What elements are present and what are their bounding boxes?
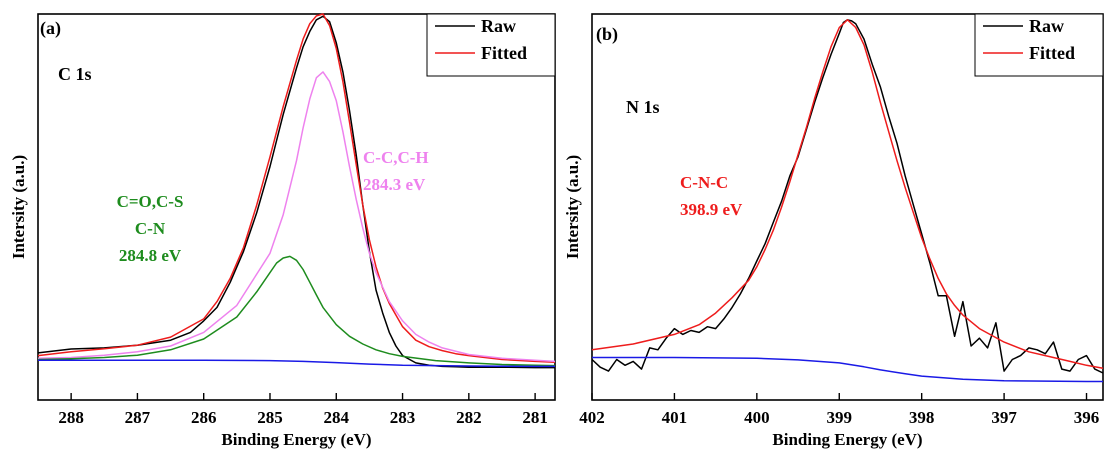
x-tick-label: 287 [125, 408, 151, 427]
peak-annotation: 284.3 eV [363, 175, 426, 194]
x-tick-label: 284 [324, 408, 350, 427]
y-axis-label: Intersity (a.u.) [9, 155, 28, 259]
panel-label: (a) [40, 18, 61, 39]
peak-annotation: C-N-C [680, 173, 728, 192]
x-tick-label: 397 [991, 408, 1017, 427]
x-tick-label: 400 [744, 408, 770, 427]
panel-b: 402 401 400 399 398 397 396 Binding Energy (eV)… [563, 13, 1104, 449]
legend-label: Raw [481, 16, 516, 36]
legend-label: Raw [1029, 16, 1064, 36]
x-axis-label: Binding Energy (eV) [772, 430, 922, 449]
x-tick-label: 398 [909, 408, 935, 427]
x-tick-label: 282 [456, 408, 482, 427]
panel-a: 288 287 286 285 284 283 282 281 Binding Energy (… [9, 13, 556, 449]
x-tick-label: 283 [390, 408, 416, 427]
x-tick-label: 401 [662, 408, 688, 427]
x-tick-label: 288 [58, 408, 84, 427]
series-line-c-o-c-s-c-n [37, 255, 556, 367]
plot-frame [591, 13, 1104, 401]
series-line-background [592, 356, 1103, 383]
legend-label: Fitted [481, 43, 527, 63]
peak-annotation: 398.9 eV [680, 200, 743, 219]
x-tick-label: 402 [579, 408, 605, 427]
x-tick-label: 396 [1074, 408, 1100, 427]
panel-label: (b) [596, 24, 618, 45]
y-axis-label: Intersity (a.u.) [563, 155, 582, 259]
core-level-label: N 1s [626, 97, 660, 117]
peak-annotation: C-C,C-H [363, 148, 429, 167]
legend-box [426, 13, 556, 77]
series-line-fitted [591, 19, 1104, 370]
x-tick-label: 286 [191, 408, 217, 427]
series-line-fitted [37, 13, 556, 363]
plot-frame [37, 13, 556, 401]
legend-label: Fitted [1029, 43, 1075, 63]
peak-annotation: C-N [135, 219, 166, 238]
series-line-c-c-c-h [37, 71, 556, 363]
peak-annotation: 284.8 eV [119, 246, 182, 265]
x-tick-label: 399 [827, 408, 853, 427]
core-level-label: C 1s [58, 64, 92, 84]
series-line-background [38, 359, 555, 368]
x-axis-label: Binding Energy (eV) [221, 430, 371, 449]
peak-annotation: C=O,C-S [117, 192, 184, 211]
x-tick-label: 281 [522, 408, 548, 427]
x-tick-label: 285 [257, 408, 283, 427]
legend-box [974, 13, 1104, 77]
